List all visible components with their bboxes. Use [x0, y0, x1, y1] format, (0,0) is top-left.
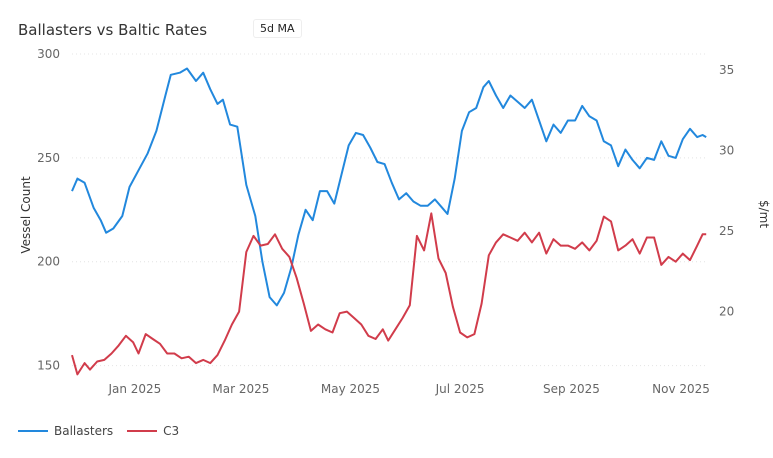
y-right-tick-label: 20 [719, 305, 734, 319]
legend-swatch-ballasters [18, 430, 48, 432]
series-line-ballasters[interactable] [71, 67, 707, 307]
legend-label-c3: C3 [163, 424, 180, 438]
legend-item-ballasters[interactable]: Ballasters [18, 424, 113, 438]
series-line-c3[interactable] [71, 212, 707, 376]
x-tick-label: Sep 2025 [543, 382, 600, 396]
x-tick-label: Nov 2025 [652, 382, 710, 396]
x-tick-label: Mar 2025 [212, 382, 269, 396]
legend-label-ballasters: Ballasters [54, 424, 114, 438]
x-tick-label: Jul 2025 [435, 382, 485, 396]
chart-title: Ballasters vs Baltic Rates [18, 21, 208, 39]
y-axis-right-label: $/mt [757, 200, 771, 228]
y-left-tick-label: 300 [37, 47, 60, 61]
legend-item-c3[interactable]: C3 [127, 424, 179, 438]
y-right-tick-label: 30 [719, 144, 734, 158]
legend-swatch-c3 [127, 430, 158, 432]
y-right-tick-label: 25 [719, 224, 734, 238]
moving-average-badge[interactable]: 5d MA [253, 19, 302, 38]
x-tick-label: May 2025 [321, 382, 380, 396]
y-axis-left-label: Vessel Count [19, 176, 33, 254]
y-left-tick-label: 250 [37, 151, 60, 165]
legend: Ballasters C3 [18, 424, 179, 438]
x-tick-label: Jan 2025 [107, 382, 161, 396]
y-left-tick-label: 200 [37, 255, 60, 269]
y-right-tick-label: 35 [719, 63, 734, 77]
y-left-tick-label: 150 [37, 359, 60, 373]
